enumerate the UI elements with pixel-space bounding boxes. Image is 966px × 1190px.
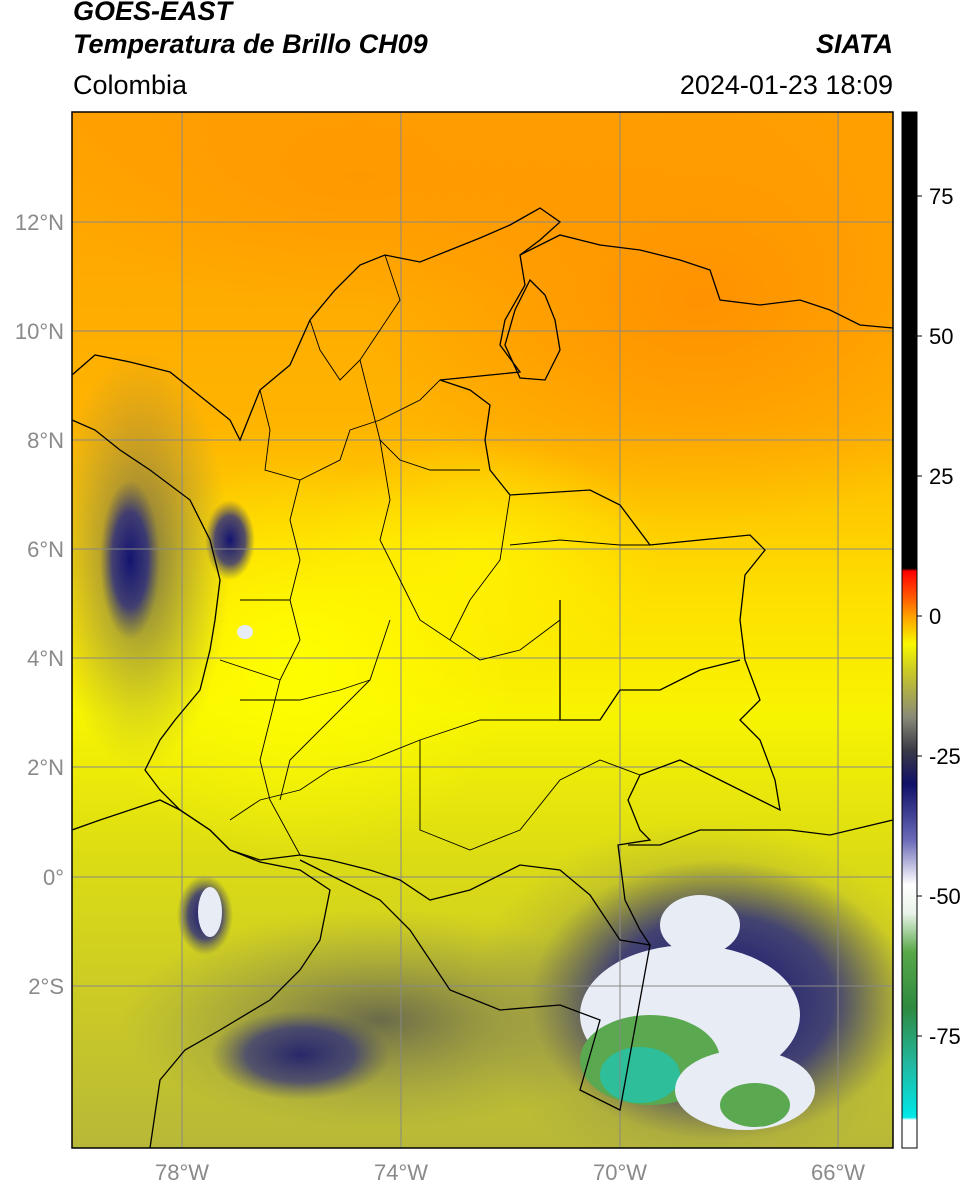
lon-tick-66w: 66°W bbox=[811, 1160, 865, 1185]
lat-tick-2n: 2°N bbox=[27, 755, 64, 780]
colorbar-tick-label: -25 bbox=[929, 744, 961, 769]
lat-tick-8n: 8°N bbox=[27, 428, 64, 453]
colombia-outline bbox=[72, 207, 781, 946]
gridlines bbox=[72, 112, 893, 1148]
lon-tick-70w: 70°W bbox=[593, 1160, 647, 1185]
clear-region-central bbox=[300, 440, 660, 680]
colorbar-tick-label: 50 bbox=[929, 324, 953, 349]
map-frame bbox=[71, 111, 894, 1149]
convective-cell-pacific bbox=[100, 480, 160, 640]
lat-tick-12n: 12°N bbox=[15, 210, 64, 235]
peru-brazil-border bbox=[299, 859, 651, 1111]
lat-tick-10n: 10°N bbox=[15, 319, 64, 344]
convective-cells-south bbox=[210, 1010, 390, 1100]
source-label: SIATA bbox=[816, 29, 893, 59]
brazil-border-south bbox=[628, 819, 893, 846]
lat-tick-2s: 2°S bbox=[28, 974, 64, 999]
colorbar-frame bbox=[901, 111, 918, 1149]
lat-tick-0: 0° bbox=[43, 865, 64, 890]
ecuador-border bbox=[72, 799, 331, 1148]
venezuela-coast bbox=[519, 234, 893, 329]
map-panel bbox=[72, 112, 893, 1148]
convective-cell-choco bbox=[205, 500, 255, 580]
lat-tick-labels: 12°N 10°N 8°N 6°N 4°N 2°N 0° 2°S bbox=[15, 210, 64, 999]
colorbar-tick-label: 0 bbox=[929, 604, 941, 629]
region-label: Colombia bbox=[73, 70, 188, 100]
datetime-label: 2024-01-23 18:09 bbox=[679, 70, 893, 100]
warm-region-caribbean bbox=[72, 112, 680, 310]
country-borders bbox=[72, 207, 893, 1148]
satellite-title: GOES-EAST bbox=[73, 0, 233, 26]
colorbar-tick-label: -50 bbox=[929, 884, 961, 909]
colorbar-tick-label: -75 bbox=[929, 1024, 961, 1049]
colorbar-ramp bbox=[902, 112, 917, 1148]
cold-cloud-tops bbox=[198, 625, 815, 1130]
lon-tick-labels: 78°W 74°W 70°W 66°W bbox=[155, 1160, 865, 1185]
department-borders bbox=[219, 254, 650, 856]
lake-maracaibo bbox=[504, 278, 561, 381]
colorbar: 75 50 25 0 -25 -50 -75 bbox=[901, 111, 961, 1149]
product-title: Temperatura de Brillo CH09 bbox=[73, 29, 428, 59]
lon-tick-78w: 78°W bbox=[155, 1160, 209, 1185]
lat-tick-6n: 6°N bbox=[27, 537, 64, 562]
lat-tick-4n: 4°N bbox=[27, 646, 64, 671]
colorbar-tick-label: 25 bbox=[929, 464, 953, 489]
colorbar-tick-label: 75 bbox=[929, 184, 953, 209]
lon-tick-74w: 74°W bbox=[374, 1160, 428, 1185]
